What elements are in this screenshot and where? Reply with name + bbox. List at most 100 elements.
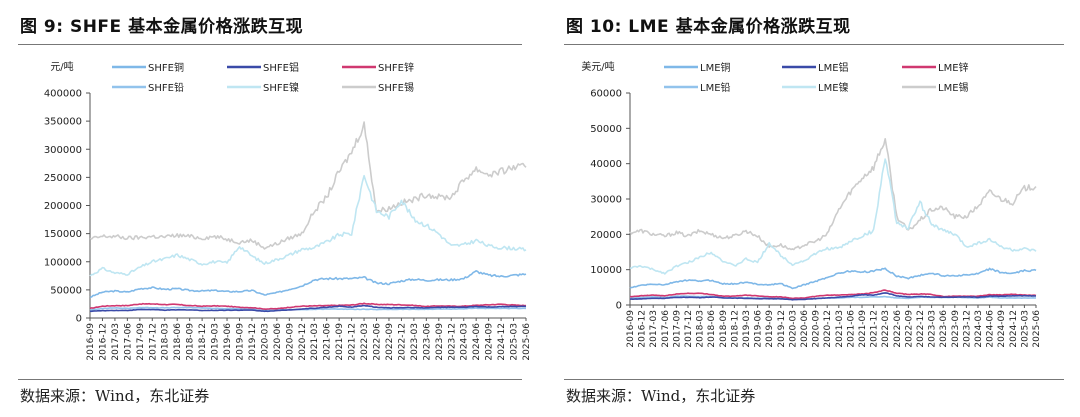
series-line-5	[89, 174, 527, 277]
x-tick-label: 2024-09	[485, 323, 495, 361]
series-line-6	[89, 121, 527, 250]
legend-label: LME锌	[938, 61, 969, 74]
x-tick-label: 2021-03	[835, 310, 845, 348]
figure-title: 图 10: LME 基本金属价格涨跌互现	[566, 17, 851, 37]
source-rule	[18, 379, 522, 380]
x-tick-label: 2022-03	[881, 310, 891, 348]
y-tick-label: 30000	[590, 195, 622, 206]
legend-label: SHFE锌	[378, 61, 414, 74]
x-tick-label: 2021-09	[858, 310, 868, 348]
y-tick-label: 250000	[44, 173, 82, 184]
x-tick-label: 2022-12	[916, 310, 926, 348]
x-tick-label: 2019-12	[248, 323, 258, 361]
x-tick-label: 2017-03	[111, 323, 121, 361]
legend-label: LME镍	[818, 81, 849, 94]
x-tick-label: 2017-06	[123, 323, 133, 361]
x-tick-label: 2021-03	[310, 323, 320, 361]
series-line-6	[629, 138, 1037, 251]
x-tick-label: 2018-03	[161, 323, 171, 361]
x-tick-label: 2022-03	[360, 323, 370, 361]
series-line-1	[629, 267, 1037, 290]
x-tick-label: 2025-03	[510, 323, 520, 361]
x-tick-label: 2023-03	[928, 310, 938, 348]
x-tick-label: 2022-09	[904, 310, 914, 348]
legend-label: LME铝	[818, 62, 849, 74]
x-tick-label: 2019-09	[765, 310, 775, 348]
figure-10-panel: 图 10: LME 基本金属价格涨跌互现 美元/吨 0 10000 20000 3000…	[540, 0, 1080, 417]
x-tick-label: 2021-09	[335, 323, 345, 361]
y-tick-label: 0	[616, 301, 622, 312]
x-tick-label: 2019-03	[742, 310, 752, 348]
y-tick-label: 400000	[44, 89, 82, 100]
x-tick-label: 2023-09	[435, 323, 445, 361]
x-tick-label: 2018-12	[198, 323, 208, 361]
x-tick-label: 2021-06	[323, 323, 333, 361]
y-tick-label: 50000	[50, 285, 82, 296]
figure-9-panel: 图 9: SHFE 基本金属价格涨跌互现 元/吨 0 50000 100000 1500…	[18, 17, 530, 405]
x-tick-label: 2020-06	[800, 310, 810, 348]
x-tick-label: 2019-09	[235, 323, 245, 361]
x-tick-label: 2018-06	[707, 310, 717, 348]
x-tick-label: 2017-12	[684, 310, 694, 348]
series-line-5	[629, 158, 1037, 275]
source-rule	[564, 379, 1064, 380]
source-note: 数据来源：Wind，东北证券	[566, 387, 756, 405]
y-tick-label: 20000	[590, 230, 622, 241]
x-tick-label: 2025-06	[522, 323, 530, 361]
x-tick-label: 2017-09	[136, 323, 146, 361]
series-line-3	[89, 302, 527, 310]
series-line-2	[630, 292, 1036, 301]
x-tick-label: 2018-06	[173, 323, 183, 361]
x-tick-label: 2021-06	[846, 310, 856, 348]
y-tick-label: 0	[76, 314, 82, 325]
title-rule	[564, 44, 1064, 45]
x-tick-label: 2023-09	[951, 310, 961, 348]
y-tick-label: 200000	[44, 201, 82, 212]
x-tick-label: 2020-12	[823, 310, 833, 348]
legend-label: SHFE铜	[148, 62, 184, 74]
x-tick-label: 2024-06	[472, 323, 482, 361]
x-tick-label: 2016-12	[98, 323, 108, 361]
x-tick-label: 2024-03	[460, 323, 470, 361]
x-tick-label: 2017-06	[661, 310, 671, 348]
figure-title: 图 9: SHFE 基本金属价格涨跌互现	[20, 17, 304, 37]
x-tick-label: 2022-09	[385, 323, 395, 361]
legend-label: LME锡	[938, 81, 969, 94]
series-line-2	[89, 304, 527, 313]
y-tick-label: 10000	[590, 265, 622, 276]
x-tick-label: 2022-06	[893, 310, 903, 348]
title-rule	[18, 44, 522, 45]
x-tick-label: 2024-06	[986, 310, 996, 348]
x-tick-label: 2019-12	[777, 310, 787, 348]
x-tick-label: 2018-03	[696, 310, 706, 348]
source-note: 数据来源：Wind，东北证券	[20, 387, 210, 405]
legend-label: SHFE镍	[263, 81, 299, 94]
x-tick-label: 2020-06	[273, 323, 283, 361]
y-axis-unit-label: 美元/吨	[581, 60, 614, 73]
x-tick-label: 2016-12	[638, 310, 648, 348]
series-line-1	[89, 270, 527, 299]
legend-label: LME铅	[700, 81, 731, 94]
x-tick-label: 2024-12	[497, 323, 507, 361]
x-tick-label: 2016-09	[626, 310, 636, 348]
x-tick-label: 2017-03	[649, 310, 659, 348]
x-tick-label: 2018-09	[719, 310, 729, 348]
x-tick-label: 2022-06	[373, 323, 383, 361]
y-tick-label: 50000	[590, 124, 622, 135]
x-tick-label: 2018-09	[186, 323, 196, 361]
x-tick-label: 2024-09	[997, 310, 1007, 348]
legend-label: SHFE铝	[263, 62, 299, 74]
legend-label: SHFE铅	[148, 81, 184, 94]
x-tick-label: 2020-03	[788, 310, 798, 348]
legend-label: LME铜	[700, 62, 731, 74]
y-tick-label: 40000	[590, 159, 622, 170]
legend-label: SHFE锡	[378, 81, 414, 94]
x-tick-label: 2019-06	[754, 310, 764, 348]
shfe-price-chart: 元/吨 0 50000 100000 150000 200000 250000 300000 3…	[44, 60, 530, 361]
x-tick-label: 2025-06	[1032, 310, 1042, 348]
x-tick-label: 2020-09	[285, 323, 295, 361]
lme-price-chart: 美元/吨 0 10000 20000 30000 40000 50000 60000 2016-…	[581, 60, 1042, 348]
x-tick-label: 2017-09	[672, 310, 682, 348]
y-tick-label: 300000	[44, 145, 82, 156]
x-tick-label: 2024-12	[1009, 310, 1019, 348]
